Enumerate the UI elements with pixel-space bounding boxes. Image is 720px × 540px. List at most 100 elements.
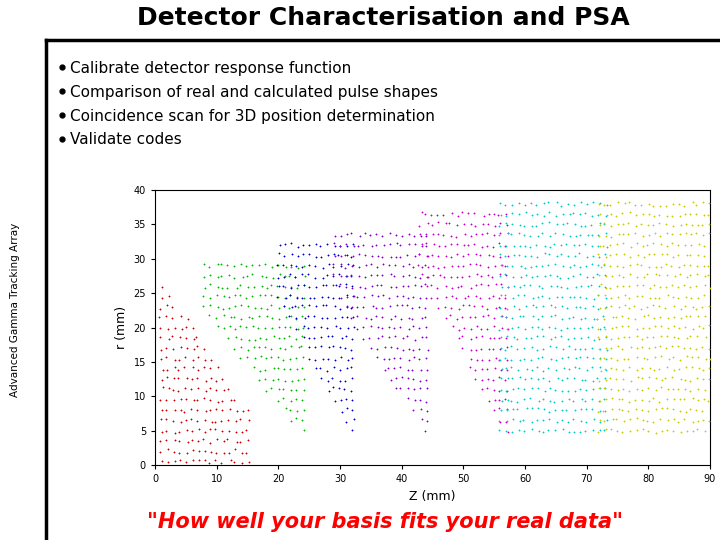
Point	[698, 211, 710, 219]
Point	[574, 249, 585, 258]
Point	[219, 437, 230, 445]
Point	[532, 375, 544, 383]
Point	[606, 232, 617, 241]
Point	[588, 294, 600, 303]
Point	[310, 252, 322, 261]
Point	[651, 404, 662, 413]
Point	[688, 427, 699, 435]
Point	[598, 219, 610, 228]
Point	[697, 416, 708, 424]
Point	[593, 334, 605, 343]
Point	[330, 356, 341, 364]
Point	[358, 323, 369, 332]
Point	[569, 241, 580, 250]
Point	[390, 253, 401, 261]
Point	[536, 325, 548, 333]
Point	[586, 363, 598, 372]
Point	[525, 355, 536, 364]
Point	[481, 241, 492, 250]
Point	[680, 292, 692, 301]
Point	[453, 305, 464, 313]
Point	[598, 315, 610, 323]
Point	[155, 355, 166, 363]
Point	[445, 273, 456, 281]
Point	[397, 232, 408, 241]
Point	[531, 252, 543, 261]
Point	[161, 373, 173, 382]
Point	[333, 293, 345, 302]
Point	[595, 345, 606, 353]
Point	[348, 292, 360, 301]
Point	[638, 354, 649, 362]
Point	[236, 428, 248, 437]
Point	[556, 354, 567, 362]
Point	[698, 366, 709, 375]
Point	[247, 322, 258, 330]
Point	[204, 301, 215, 310]
Point	[616, 344, 628, 353]
Point	[488, 231, 500, 239]
Point	[495, 312, 507, 321]
Point	[588, 252, 599, 260]
Point	[230, 428, 242, 436]
Point	[338, 384, 350, 393]
Point	[622, 219, 634, 227]
Point	[390, 282, 402, 291]
Point	[501, 325, 513, 333]
Point	[193, 437, 204, 445]
Point	[254, 333, 266, 342]
Point	[384, 229, 396, 238]
Point	[617, 282, 629, 291]
Point	[372, 292, 384, 300]
Point	[513, 426, 525, 434]
Point	[156, 293, 168, 302]
Point	[210, 405, 222, 414]
Point	[303, 334, 315, 342]
Point	[452, 211, 464, 220]
Point	[458, 241, 469, 249]
Point	[416, 415, 428, 423]
Point	[476, 332, 487, 340]
Point	[328, 363, 340, 372]
Point	[525, 199, 536, 207]
Point	[606, 324, 618, 333]
Point	[543, 218, 554, 227]
Point	[494, 249, 505, 258]
Point	[420, 232, 431, 240]
Point	[500, 313, 512, 322]
Point	[470, 292, 482, 300]
Point	[193, 456, 204, 465]
Point	[496, 261, 508, 269]
Point	[471, 355, 482, 364]
Point	[502, 220, 513, 229]
Point	[160, 395, 171, 404]
Point	[703, 345, 715, 353]
Point	[426, 293, 437, 302]
Point	[598, 353, 610, 362]
Point	[619, 291, 631, 300]
Point	[415, 281, 426, 290]
Point	[469, 222, 480, 231]
Point	[636, 220, 647, 229]
Point	[520, 375, 531, 383]
Point	[181, 395, 192, 403]
Point	[260, 386, 271, 395]
Point	[518, 343, 530, 352]
Point	[360, 261, 372, 269]
Point	[237, 407, 248, 415]
Point	[570, 283, 582, 292]
Point	[649, 322, 661, 330]
Point	[216, 375, 228, 383]
Point	[582, 231, 594, 239]
Point	[336, 294, 347, 302]
Point	[544, 397, 556, 406]
Point	[568, 323, 580, 332]
Point	[490, 280, 501, 289]
Point	[482, 262, 493, 271]
Point	[493, 373, 505, 382]
Point	[341, 241, 353, 250]
Point	[342, 260, 354, 268]
Point	[490, 304, 501, 313]
Point	[212, 303, 224, 312]
Point	[675, 406, 686, 415]
